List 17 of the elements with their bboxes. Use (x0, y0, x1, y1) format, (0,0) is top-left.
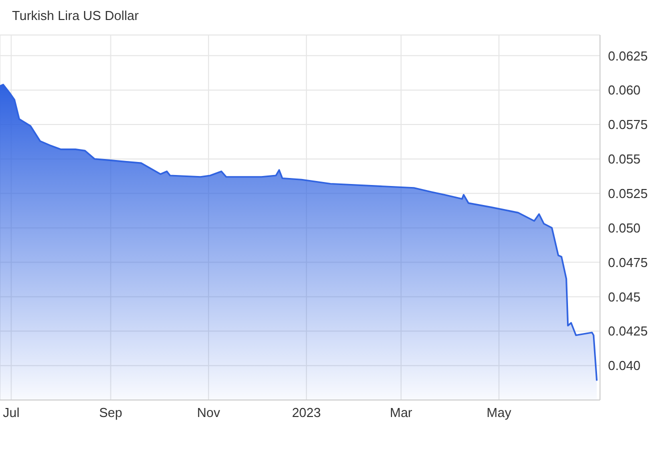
y-tick-label: 0.0625 (608, 48, 648, 64)
y-tick-label: 0.055 (608, 152, 641, 167)
y-tick-label: 0.040 (608, 358, 641, 374)
y-tick-label: 0.0525 (608, 186, 648, 202)
chart-title: Turkish Lira US Dollar (12, 8, 139, 23)
y-tick-label: 0.0425 (608, 324, 648, 339)
x-tick-label: Sep (99, 405, 122, 420)
y-tick-label: 0.045 (608, 289, 641, 304)
x-tick-label: May (486, 405, 512, 420)
x-tick-label: Nov (196, 405, 221, 420)
y-tick-label: 0.050 (608, 220, 641, 236)
x-tick-label: Jul (2, 405, 20, 420)
x-tick-label: 2023 (292, 405, 321, 420)
x-tick-label: Mar (390, 405, 413, 420)
y-tick-label: 0.060 (608, 82, 641, 98)
y-tick-label: 0.0475 (608, 254, 648, 270)
y-tick-label: 0.0575 (608, 117, 648, 132)
